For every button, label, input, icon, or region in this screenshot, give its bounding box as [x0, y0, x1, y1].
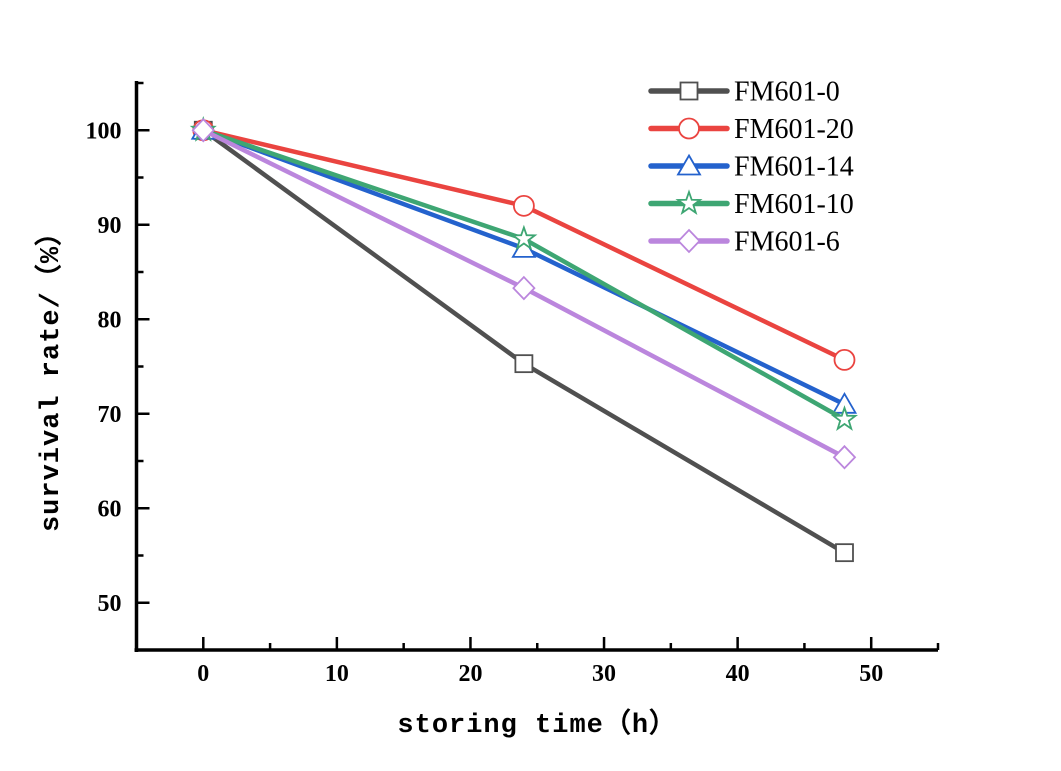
x-tick-label-40: 40 — [726, 661, 750, 687]
series-FM601-0 — [193, 120, 854, 563]
legend-label-FM601-10: FM601-10 — [734, 189, 854, 220]
legend-marker-FM601-20 — [678, 117, 700, 140]
legend-label-FM601-14: FM601-14 — [734, 152, 854, 183]
x-tick-label-10: 10 — [325, 661, 349, 687]
marker-FM601-10-24 — [510, 224, 538, 251]
ticks: 0 10 20 30 40 50 50 60 70 80 90 100 — [86, 81, 940, 687]
marker-FM601-10-48 — [830, 405, 859, 431]
legend: FM601-0 FM601-20 FM601-14 FM601-10 FM601-6 — [648, 77, 854, 258]
marker-FM601-6-48 — [832, 444, 857, 470]
legend-label-FM601-20: FM601-20 — [734, 114, 854, 145]
marker-FM601-6-24 — [512, 275, 536, 301]
x-tick-label-0: 0 — [197, 661, 209, 687]
y-tick-label-50: 50 — [98, 591, 122, 617]
marker-FM601-0-24 — [514, 354, 534, 374]
x-axis-title: storing time（h） — [397, 708, 677, 741]
y-axis-title: survival rate/（%） — [34, 218, 67, 532]
legend-marker-FM601-6 — [677, 228, 701, 254]
legend-marker-FM601-14 — [676, 153, 702, 176]
legend-item-FM601-14: FM601-14 — [648, 152, 854, 183]
y-tick-label-80: 80 — [98, 307, 122, 333]
series-FM601-6 — [191, 117, 857, 470]
legend-item-FM601-6: FM601-6 — [648, 227, 840, 258]
legend-item-FM601-10: FM601-10 — [648, 189, 854, 220]
legend-label-FM601-0: FM601-0 — [734, 77, 840, 108]
y-tick-label-90: 90 — [98, 213, 122, 239]
legend-marker-FM601-10 — [675, 189, 703, 216]
legend-marker-FM601-0 — [679, 81, 699, 101]
legend-item-FM601-20: FM601-20 — [648, 114, 854, 145]
marker-FM601-20-24 — [512, 194, 535, 217]
marker-FM601-0-48 — [835, 543, 854, 563]
x-tick-label-20: 20 — [458, 661, 482, 687]
x-tick-label-30: 30 — [592, 661, 616, 687]
legend-label-FM601-6: FM601-6 — [734, 227, 840, 258]
y-tick-label-60: 60 — [98, 496, 122, 522]
marker-FM601-6-0 — [191, 117, 216, 143]
y-tick-label-100: 100 — [86, 118, 122, 144]
y-tick-label-70: 70 — [98, 402, 122, 428]
legend-item-FM601-0: FM601-0 — [648, 77, 840, 108]
marker-FM601-20-48 — [833, 348, 856, 371]
x-tick-label-50: 50 — [859, 661, 883, 687]
